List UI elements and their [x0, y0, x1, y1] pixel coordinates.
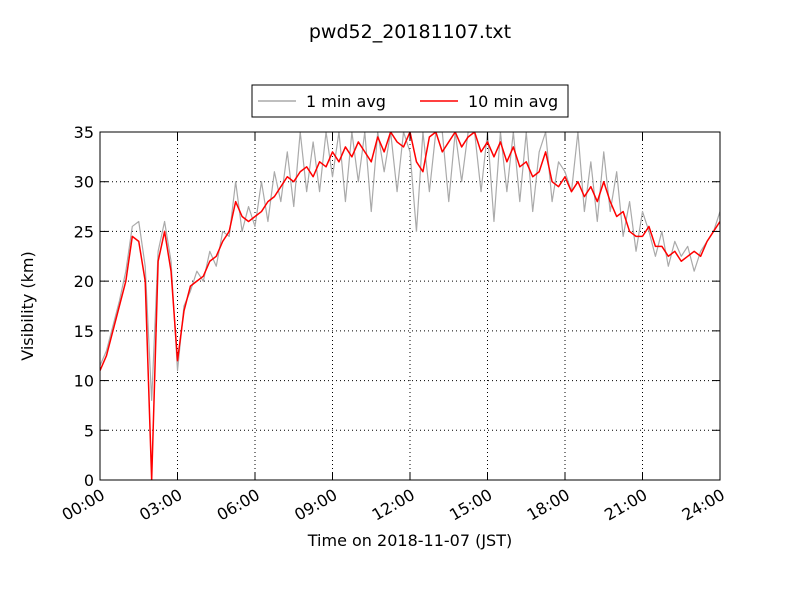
- x-axis-label: Time on 2018-11-07 (JST): [307, 531, 512, 550]
- chart-title: pwd52_20181107.txt: [309, 21, 511, 43]
- y-tick-label: 30: [74, 173, 94, 192]
- plot-lines: [100, 132, 720, 480]
- legend: 1 min avg 10 min avg: [251, 84, 569, 118]
- y-tick-label: 25: [74, 222, 94, 241]
- legend-label: 10 min avg: [468, 92, 558, 111]
- legend-label: 1 min avg: [306, 92, 386, 111]
- y-axis-label: Visibility (km): [18, 251, 37, 360]
- y-tick-label: 10: [74, 372, 94, 391]
- y-tick-label: 0: [84, 471, 94, 490]
- series-line: [100, 132, 720, 480]
- series-line: [100, 132, 720, 402]
- y-tick-label: 5: [84, 421, 94, 440]
- legend-box: [251, 84, 569, 118]
- y-tick-label: 15: [74, 322, 94, 341]
- y-tick-label: 35: [74, 123, 94, 142]
- y-tick-label: 20: [74, 272, 94, 291]
